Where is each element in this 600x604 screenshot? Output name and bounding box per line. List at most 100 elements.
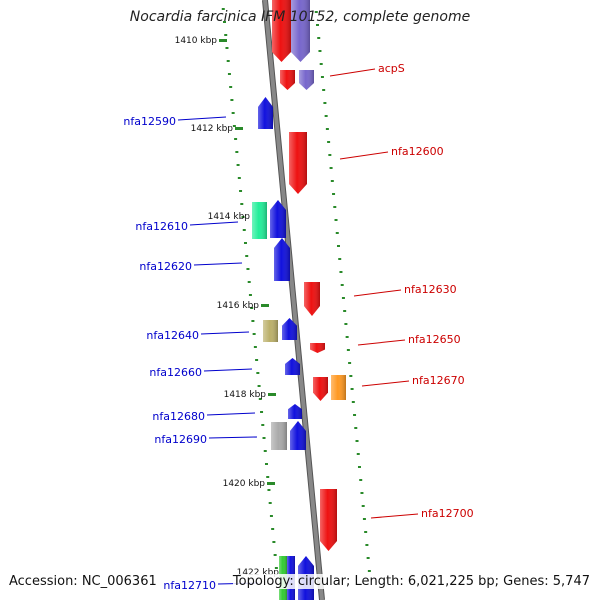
dotted-guides	[221, 8, 371, 572]
scale-tick-label: 1416 kbp	[217, 301, 260, 311]
label-leader-line	[177, 116, 227, 121]
gene-label-left[interactable]: nfa12590	[123, 115, 176, 128]
gene-arrow[interactable]	[274, 238, 290, 281]
accession-text: Accession: NC_006361	[9, 574, 157, 589]
gene-arrow-shade	[285, 358, 300, 375]
label-leader-line	[203, 368, 253, 372]
guide-dot-left	[222, 21, 226, 23]
guide-dot-right	[320, 76, 324, 78]
gene-label-right[interactable]: acpS	[378, 62, 405, 75]
gene-label-right[interactable]: nfa12700	[421, 507, 474, 520]
guide-dot-right	[345, 336, 349, 338]
guide-dot-left	[255, 359, 259, 361]
guide-dot-right	[319, 63, 323, 65]
gene-arrow[interactable]	[289, 132, 307, 194]
guide-dot-right	[350, 388, 354, 390]
guide-dot-left	[224, 34, 228, 36]
guide-dot-left	[226, 60, 230, 62]
gene-arrow[interactable]	[252, 202, 267, 239]
gene-label-right[interactable]: nfa12630	[404, 283, 457, 296]
gene-label-left[interactable]: nfa12660	[149, 366, 202, 379]
guide-dot-right	[355, 440, 359, 442]
gene-label-left[interactable]: nfa12680	[152, 410, 205, 423]
guide-dot-left	[236, 164, 240, 166]
guide-dot-right	[351, 401, 355, 403]
guide-dot-left	[247, 281, 251, 283]
guide-dot-right	[366, 557, 370, 559]
gene-arrow-shade	[331, 375, 346, 400]
scale-tick	[267, 482, 275, 485]
guide-dot-left	[229, 86, 233, 88]
guide-dot-right	[341, 297, 345, 299]
scale-ticks: 1410 kbp 1412 kbp 1414 kbp 1416 kbp 1418 kbp…	[175, 36, 289, 578]
scale-tick-label: 1414 kbp	[208, 212, 251, 222]
guide-dot-right	[349, 375, 353, 377]
gene-arrow[interactable]	[290, 421, 306, 450]
gene-arrow[interactable]	[331, 375, 346, 400]
gene-arrow[interactable]	[282, 318, 297, 340]
guide-dot-right	[361, 505, 365, 507]
guide-dot-left	[248, 294, 252, 296]
label-leader-line	[189, 221, 239, 226]
gene-labels: nfa12590 nfa12610 nfa12620 nfa12640 nfa12660…	[123, 62, 473, 592]
guide-dot-right	[343, 310, 347, 312]
gene-arrow[interactable]	[320, 489, 337, 551]
guide-dot-right	[314, 11, 318, 13]
label-leader-line	[206, 412, 256, 416]
scale-tick-label: 1422 kbp	[237, 568, 280, 578]
guide-dot-left	[273, 554, 277, 556]
guide-dot-right	[333, 206, 337, 208]
guide-dot-left	[261, 424, 265, 426]
guide-dot-right	[353, 414, 357, 416]
guide-dot-right	[329, 167, 333, 169]
scale-tick	[235, 127, 243, 130]
gene-arrow[interactable]	[313, 377, 328, 401]
guide-dot-left	[263, 450, 267, 452]
backbone-line	[263, 0, 324, 601]
gene-label-left[interactable]: nfa12710	[163, 579, 216, 592]
label-leader-line	[357, 339, 406, 346]
scale-tick	[268, 393, 276, 396]
gene-arrow-shade	[290, 421, 306, 450]
gene-arrow[interactable]	[299, 70, 314, 90]
guide-dot-left	[221, 8, 225, 10]
guide-dot-right	[360, 492, 364, 494]
gene-arrow[interactable]	[263, 320, 278, 342]
gene-label-right[interactable]: nfa12650	[408, 333, 461, 346]
gene-arrow[interactable]	[310, 343, 325, 353]
gene-label-left[interactable]: nfa12640	[146, 329, 199, 342]
gene-arrow[interactable]	[270, 200, 286, 238]
gene-label-right[interactable]: nfa12670	[412, 374, 465, 387]
label-leader-line	[200, 331, 250, 335]
guide-dot-left	[252, 333, 256, 335]
gene-arrow[interactable]	[271, 422, 287, 450]
gene-arrow[interactable]	[304, 282, 320, 316]
guide-dot-right	[340, 284, 344, 286]
guide-dot-left	[269, 515, 273, 517]
gene-label-left[interactable]: nfa12610	[135, 220, 188, 233]
guide-dot-right	[338, 258, 342, 260]
gene-label-right[interactable]: nfa12600	[391, 145, 444, 158]
label-leader-line	[339, 151, 389, 160]
gene-arrow-shade	[270, 200, 286, 238]
gene-arrow-shade	[280, 70, 295, 90]
guide-dot-left	[271, 528, 275, 530]
gene-arrow[interactable]	[272, 0, 291, 62]
gene-arrow[interactable]	[258, 97, 273, 129]
guide-dot-right	[327, 141, 331, 143]
gene-label-left[interactable]: nfa12690	[154, 433, 207, 446]
guide-dot-left	[231, 112, 235, 114]
gene-arrow[interactable]	[285, 358, 300, 375]
gene-label-left[interactable]: nfa12620	[139, 260, 192, 273]
gene-arrow[interactable]	[288, 404, 302, 419]
guide-dot-left	[242, 229, 246, 231]
guide-dot-left	[241, 216, 245, 218]
gene-arrow-shade	[282, 318, 297, 340]
guide-dot-right	[365, 544, 369, 546]
gene-arrow[interactable]	[280, 70, 295, 90]
guide-dot-left	[262, 437, 266, 439]
gene-arrow[interactable]	[291, 0, 310, 62]
gene-arrow-shade	[320, 489, 337, 551]
